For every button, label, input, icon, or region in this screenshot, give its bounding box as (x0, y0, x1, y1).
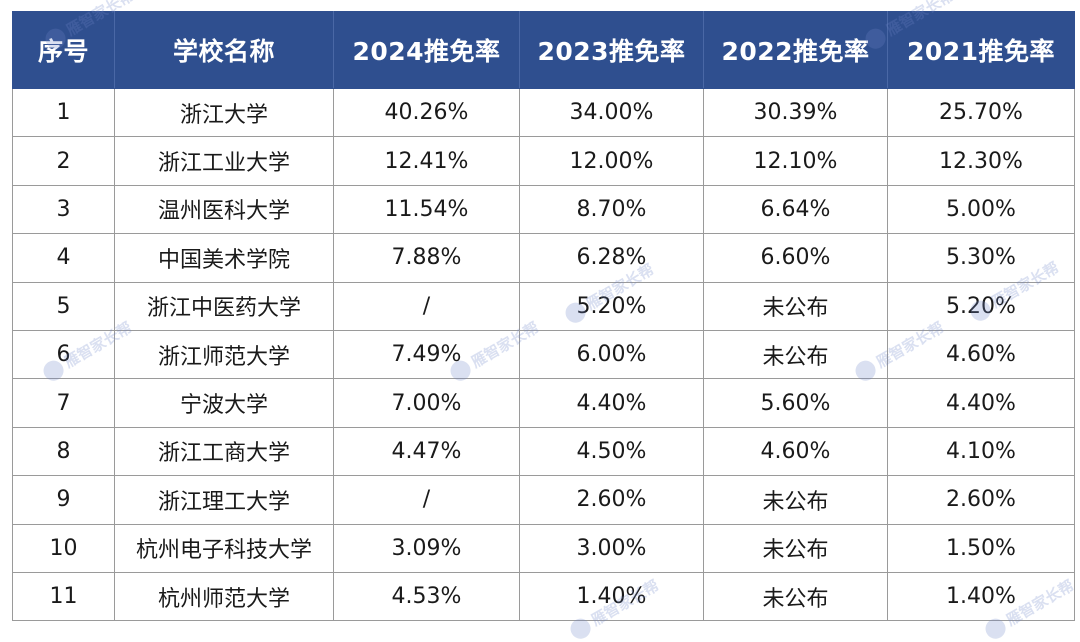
cell-2021-rate: 4.60% (887, 329, 1075, 380)
cell-2022-rate: 未公布 (703, 571, 888, 622)
table-row: 5 浙江中医药大学/5.20% 未公布 5.20% (12, 281, 1075, 331)
header-2024-rate: 2024推免率 (333, 11, 520, 89)
cell-index: 6 (12, 329, 115, 380)
cell-2024-rate: 40.26% (333, 87, 520, 138)
cell-2022-rate: 未公布 (703, 329, 888, 380)
recommendation-rate-table-container: 序号 学校名称 2024推免率 2023推免率 2022推免率 2021推免率 … (12, 11, 1075, 622)
cell-2024-rate: 7.49% (333, 329, 520, 380)
cell-2023-rate: 8.70% (519, 184, 704, 235)
cell-2021-rate: 5.20% (887, 281, 1075, 331)
recommendation-rate-table: 序号 学校名称 2024推免率 2023推免率 2022推免率 2021推免率 … (12, 11, 1075, 622)
cell-index: 3 (12, 184, 115, 235)
cell-school-name: 浙江工业大学 (114, 136, 334, 186)
cell-2023-rate: 6.00% (519, 329, 704, 380)
cell-2023-rate: 4.50% (519, 426, 704, 477)
cell-2022-rate: 未公布 (703, 281, 888, 331)
table-row: 1 浙江大学 40.26% 34.00% 30.39% 25.70% (12, 87, 1075, 138)
cell-2024-rate: / (333, 281, 520, 331)
cell-2021-rate: 25.70% (887, 87, 1075, 138)
cell-2023-rate: 4.40% (519, 378, 704, 428)
cell-school-name: 浙江理工大学 (114, 475, 334, 525)
cell-2022-rate: 6.60% (703, 233, 888, 283)
cell-2023-rate: 3.00% (519, 523, 704, 573)
cell-2024-rate: 11.54% (333, 184, 520, 235)
cell-2023-rate: 12.00% (519, 136, 704, 186)
cell-2024-rate: 4.47% (333, 426, 520, 477)
cell-2021-rate: 4.10% (887, 426, 1075, 477)
cell-index: 2 (12, 136, 115, 186)
cell-2021-rate: 1.50% (887, 523, 1075, 573)
cell-2021-rate: 5.30% (887, 233, 1075, 283)
cell-2024-rate: 12.41% (333, 136, 520, 186)
table-header-row: 序号 学校名称 2024推免率 2023推免率 2022推免率 2021推免率 (12, 11, 1075, 89)
cell-index: 5 (12, 281, 115, 331)
cell-2023-rate: 34.00% (519, 87, 704, 138)
cell-2021-rate: 5.00% (887, 184, 1075, 235)
table-row: 4 中国美术学院 7.88% 6.28% 6.60% 5.30% (12, 233, 1075, 283)
header-2023-rate: 2023推免率 (519, 11, 704, 89)
cell-school-name: 浙江大学 (114, 87, 334, 138)
cell-2021-rate: 1.40% (887, 571, 1075, 622)
cell-school-name: 温州医科大学 (114, 184, 334, 235)
cell-school-name: 宁波大学 (114, 378, 334, 428)
table-row: 10 杭州电子科技大学 3.09% 3.00% 未公布 1.50% (12, 523, 1075, 573)
cell-2023-rate: 5.20% (519, 281, 704, 331)
cell-2021-rate: 12.30% (887, 136, 1075, 186)
cell-index: 11 (12, 571, 115, 622)
cell-school-name: 中国美术学院 (114, 233, 334, 283)
cell-2024-rate: 3.09% (333, 523, 520, 573)
cell-index: 4 (12, 233, 115, 283)
cell-index: 7 (12, 378, 115, 428)
cell-2023-rate: 6.28% (519, 233, 704, 283)
header-2021-rate: 2021推免率 (887, 11, 1075, 89)
cell-index: 10 (12, 523, 115, 573)
cell-school-name: 浙江师范大学 (114, 329, 334, 380)
table-row: 2 浙江工业大学 12.41% 12.00% 12.10% 12.30% (12, 136, 1075, 186)
cell-2023-rate: 1.40% (519, 571, 704, 622)
cell-index: 1 (12, 87, 115, 138)
cell-2022-rate: 未公布 (703, 523, 888, 573)
cell-school-name: 杭州师范大学 (114, 571, 334, 622)
header-school-name: 学校名称 (114, 11, 334, 89)
table-body: 1 浙江大学 40.26% 34.00% 30.39% 25.70% 2 浙江工业大学 12.4… (12, 87, 1075, 622)
cell-index: 8 (12, 426, 115, 477)
table-row: 3 温州医科大学 11.54% 8.70% 6.64% 5.00% (12, 184, 1075, 235)
table-row: 9 浙江理工大学/2.60% 未公布 2.60% (12, 475, 1075, 525)
table-row: 8 浙江工商大学 4.47% 4.50% 4.60% 4.10% (12, 426, 1075, 477)
table-row: 6 浙江师范大学 7.49% 6.00% 未公布 4.60% (12, 329, 1075, 380)
table-row: 7 宁波大学 7.00% 4.40% 5.60% 4.40% (12, 378, 1075, 428)
cell-school-name: 浙江中医药大学 (114, 281, 334, 331)
cell-2022-rate: 未公布 (703, 475, 888, 525)
cell-2022-rate: 5.60% (703, 378, 888, 428)
cell-2023-rate: 2.60% (519, 475, 704, 525)
cell-2024-rate: 4.53% (333, 571, 520, 622)
cell-school-name: 杭州电子科技大学 (114, 523, 334, 573)
cell-2022-rate: 6.64% (703, 184, 888, 235)
cell-2022-rate: 4.60% (703, 426, 888, 477)
cell-2024-rate: 7.88% (333, 233, 520, 283)
cell-2021-rate: 4.40% (887, 378, 1075, 428)
header-2022-rate: 2022推免率 (703, 11, 888, 89)
cell-index: 9 (12, 475, 115, 525)
cell-school-name: 浙江工商大学 (114, 426, 334, 477)
cell-2024-rate: 7.00% (333, 378, 520, 428)
cell-2021-rate: 2.60% (887, 475, 1075, 525)
header-index: 序号 (12, 11, 115, 89)
cell-2022-rate: 30.39% (703, 87, 888, 138)
table-row: 11 杭州师范大学 4.53% 1.40% 未公布 1.40% (12, 571, 1075, 622)
cell-2024-rate: / (333, 475, 520, 525)
cell-2022-rate: 12.10% (703, 136, 888, 186)
